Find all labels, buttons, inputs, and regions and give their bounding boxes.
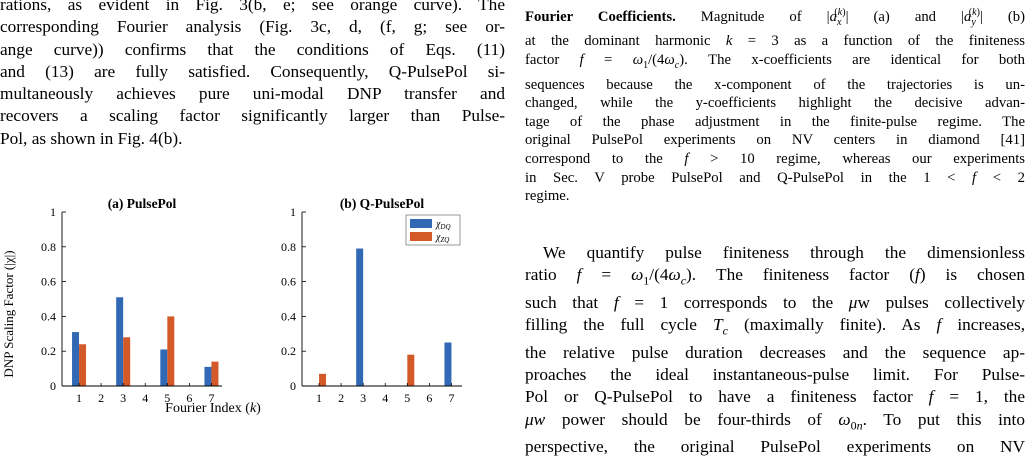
figure-4: DNP Scaling Factor (|χ|) Fourier Index (… xyxy=(0,188,510,446)
y-tick-label: 0.4 xyxy=(41,309,56,323)
y-tick-label: 0.2 xyxy=(281,344,296,358)
caption-line: in Sec. V probe PulsePol and Q-PulsePol … xyxy=(525,169,1025,186)
figure-caption: Fourier Coefficients. Magnitude of |ax(k… xyxy=(525,4,1025,206)
body-line: such that f = 1 corresponds to the μw pu… xyxy=(525,292,1025,312)
y-tick-label: 0 xyxy=(50,379,56,393)
x-tick-label: 6 xyxy=(186,391,192,405)
bar-zq xyxy=(123,337,131,386)
bar-zq xyxy=(407,354,415,386)
bar-zq xyxy=(167,316,175,386)
body-line: proaches the ideal instantaneous-pulse l… xyxy=(525,365,1025,385)
x-tick-label: 6 xyxy=(426,391,432,405)
x-tick-label: 3 xyxy=(360,391,366,405)
body-line: perspective, the original PulsePol exper… xyxy=(525,437,1025,457)
x-tick-label: 5 xyxy=(404,391,410,405)
paragraph-line: recovers a scaling factor significantly … xyxy=(0,106,505,126)
caption-line: Magnitude of |ax(k)| (a) and |ay(k)| (b) xyxy=(700,7,1025,28)
caption-line: tage of the phase adjustment in the fini… xyxy=(525,113,1025,130)
x-tick-label: 2 xyxy=(98,391,104,405)
chart-title: (a) PulsePol xyxy=(108,196,177,211)
left-column: rations, as evident in Fig. 3(b, e; see … xyxy=(0,0,505,150)
caption-line: sequences because the x-component of the… xyxy=(525,76,1025,93)
x-tick-label: 3 xyxy=(120,391,126,405)
body-line: the relative pulse duration decreases an… xyxy=(525,342,1025,362)
caption-line-first: Fourier Coefficients. Magnitude of |ax(k… xyxy=(525,4,1025,32)
left-paragraph: rations, as evident in Fig. 3(b, e; see … xyxy=(0,0,505,150)
bar-zq xyxy=(319,373,327,386)
paragraph-line: corresponding Fourier analysis (Fig. 3c,… xyxy=(0,17,505,37)
body-line: μw power should be four-thirds of ω0n. T… xyxy=(525,409,1026,433)
y-tick-label: 1 xyxy=(290,205,296,219)
legend-label: χZQ xyxy=(435,232,449,244)
paragraph-line: Pol, as shown in Fig. 4(b). xyxy=(0,128,183,148)
legend-label: χDQ xyxy=(435,219,451,231)
bar-zq xyxy=(211,361,219,386)
y-tick-label: 0.6 xyxy=(41,275,56,289)
paragraph-line: rations, as evident in Fig. 3(b, e; see … xyxy=(0,0,505,14)
x-tick-label: 2 xyxy=(338,391,344,405)
body-line: Pol or Q-PulsePol to have a finiteness f… xyxy=(525,387,1025,407)
paragraph-line: multaneously achieves pure uni-modal DNP… xyxy=(0,84,505,104)
y-tick-label: 1 xyxy=(50,205,56,219)
y-tick-label: 0.2 xyxy=(41,344,56,358)
x-tick-label: 4 xyxy=(382,391,388,405)
caption-line: correspond to the f > 10 regime, whereas… xyxy=(525,150,1025,167)
y-tick-label: 0 xyxy=(290,379,296,393)
right-column: Fourier Coefficients. Magnitude of |ax(k… xyxy=(525,4,1025,459)
chart-panel-2: (b) Q-PulsePol 0 0.2 0.4 0.6 0.8 1 1 2 3 4 5 6 7 χDQχZ… xyxy=(281,196,462,405)
caption-line: original PulsePol experiments on NV cent… xyxy=(525,132,1025,149)
x-tick-label: 7 xyxy=(208,391,214,405)
y-tick-label: 0.8 xyxy=(41,240,56,254)
paragraph-line: and (13) are fully satisfied. Consequent… xyxy=(0,61,505,81)
caption-title: Fourier Coefficients. xyxy=(525,8,676,25)
chart-panel-1: (a) PulsePol 0 0.2 0.4 0.6 0.8 1 1 2 3 4 5 6 7 xyxy=(41,196,222,405)
bar-dq xyxy=(444,342,452,386)
caption-line: regime. xyxy=(525,188,570,205)
x-tick-label: 1 xyxy=(316,391,322,405)
bar-dq xyxy=(160,349,168,386)
y-tick-label: 0.8 xyxy=(281,240,296,254)
chart-title: (b) Q-PulsePol xyxy=(340,196,425,211)
legend-swatch xyxy=(410,219,432,228)
body-line: ratio f = ω1/(4ωc). The finiteness facto… xyxy=(525,265,1025,288)
y-axis-label: DNP Scaling Factor (|χ|) xyxy=(1,250,16,377)
y-tick-label: 0.6 xyxy=(281,275,296,289)
body-line: filling the full cycle Tc (maximally fin… xyxy=(525,315,1026,338)
legend-swatch xyxy=(410,232,432,241)
x-axis-label: Fourier Index (k) xyxy=(165,401,261,416)
bar-dq xyxy=(116,297,124,386)
caption-line: at the dominant harmonic k = 3 as a func… xyxy=(525,33,1025,50)
right-body-paragraph: We quantify pulse finiteness through the… xyxy=(525,242,1025,459)
body-line: We quantify pulse finiteness through the… xyxy=(543,242,1025,262)
y-tick-label: 0.4 xyxy=(281,309,296,323)
x-tick-label: 7 xyxy=(448,391,454,405)
bar-chart-figure: DNP Scaling Factor (|χ|) Fourier Index (… xyxy=(1,196,462,416)
caption-line: factor f = ω1/(4ωc). The x-coefficients … xyxy=(525,52,1025,71)
x-tick-label: 1 xyxy=(76,391,82,405)
paragraph-line: ange curve)) confirms that the condition… xyxy=(0,39,505,59)
x-tick-label: 4 xyxy=(142,391,148,405)
bar-dq xyxy=(72,332,80,386)
bar-dq xyxy=(204,366,212,386)
bar-zq xyxy=(79,344,87,386)
caption-line: changed, while the y-coefficients highli… xyxy=(525,95,1025,112)
x-tick-label: 5 xyxy=(164,391,170,405)
bar-dq xyxy=(356,248,364,386)
